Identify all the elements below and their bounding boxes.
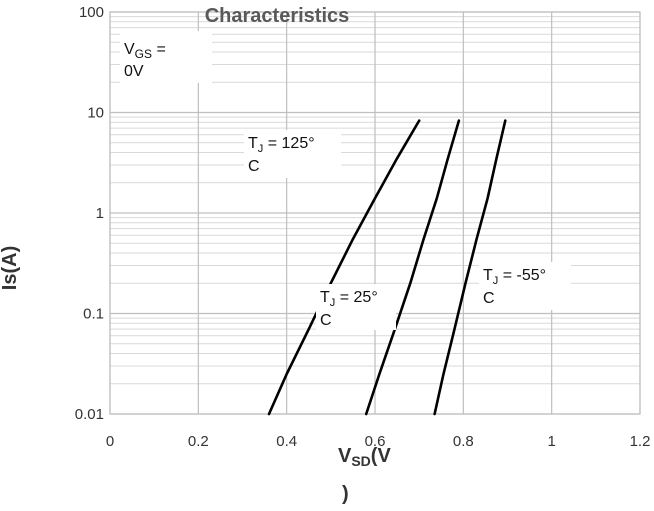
x-tick-label: 0.6 [365, 433, 386, 450]
x-tick-label: 0.8 [453, 433, 474, 450]
t125-annotation: TJ = 125° C [244, 130, 341, 178]
t25-line2: C [320, 312, 332, 329]
tm55-line1: TJ = -55° [483, 267, 546, 287]
curve-tj-125 [267, 119, 421, 416]
t125-line1: TJ = 125° [248, 135, 315, 155]
x-tick-label: 1 [547, 433, 555, 450]
y-tick-label: 0.01 [75, 406, 104, 423]
y-tick-label: 100 [79, 4, 104, 21]
x-tick-label: 1.2 [630, 433, 651, 450]
tm55-line2: C [483, 290, 495, 307]
x-tick-label: 0 [106, 433, 114, 450]
tm55-annotation: TJ = -55° C [479, 262, 571, 310]
curve-tj-minus55 [433, 119, 507, 416]
vgs-line1: VGS = [124, 41, 166, 61]
y-tick-label: 10 [87, 105, 104, 122]
vgs-annotation: VGS = 0V [120, 31, 212, 83]
t125-line2: C [248, 158, 260, 175]
chart-title: Characteristics [205, 5, 350, 27]
t25-annotation: TJ = 25° C [316, 284, 396, 330]
curve-tj-25 [364, 119, 461, 416]
x-axis-title-paren: ) [342, 483, 349, 505]
plot-frame [109, 11, 641, 415]
vgs-line2: 0V [124, 63, 144, 80]
y-axis-title: Is(A) [0, 246, 21, 290]
y-tick-label: 0.1 [83, 306, 104, 323]
x-tick-label: 0.4 [276, 433, 297, 450]
y-tick-label: 1 [96, 205, 104, 222]
x-tick-label: 0.2 [188, 433, 209, 450]
t25-line1: TJ = 25° [320, 289, 378, 309]
